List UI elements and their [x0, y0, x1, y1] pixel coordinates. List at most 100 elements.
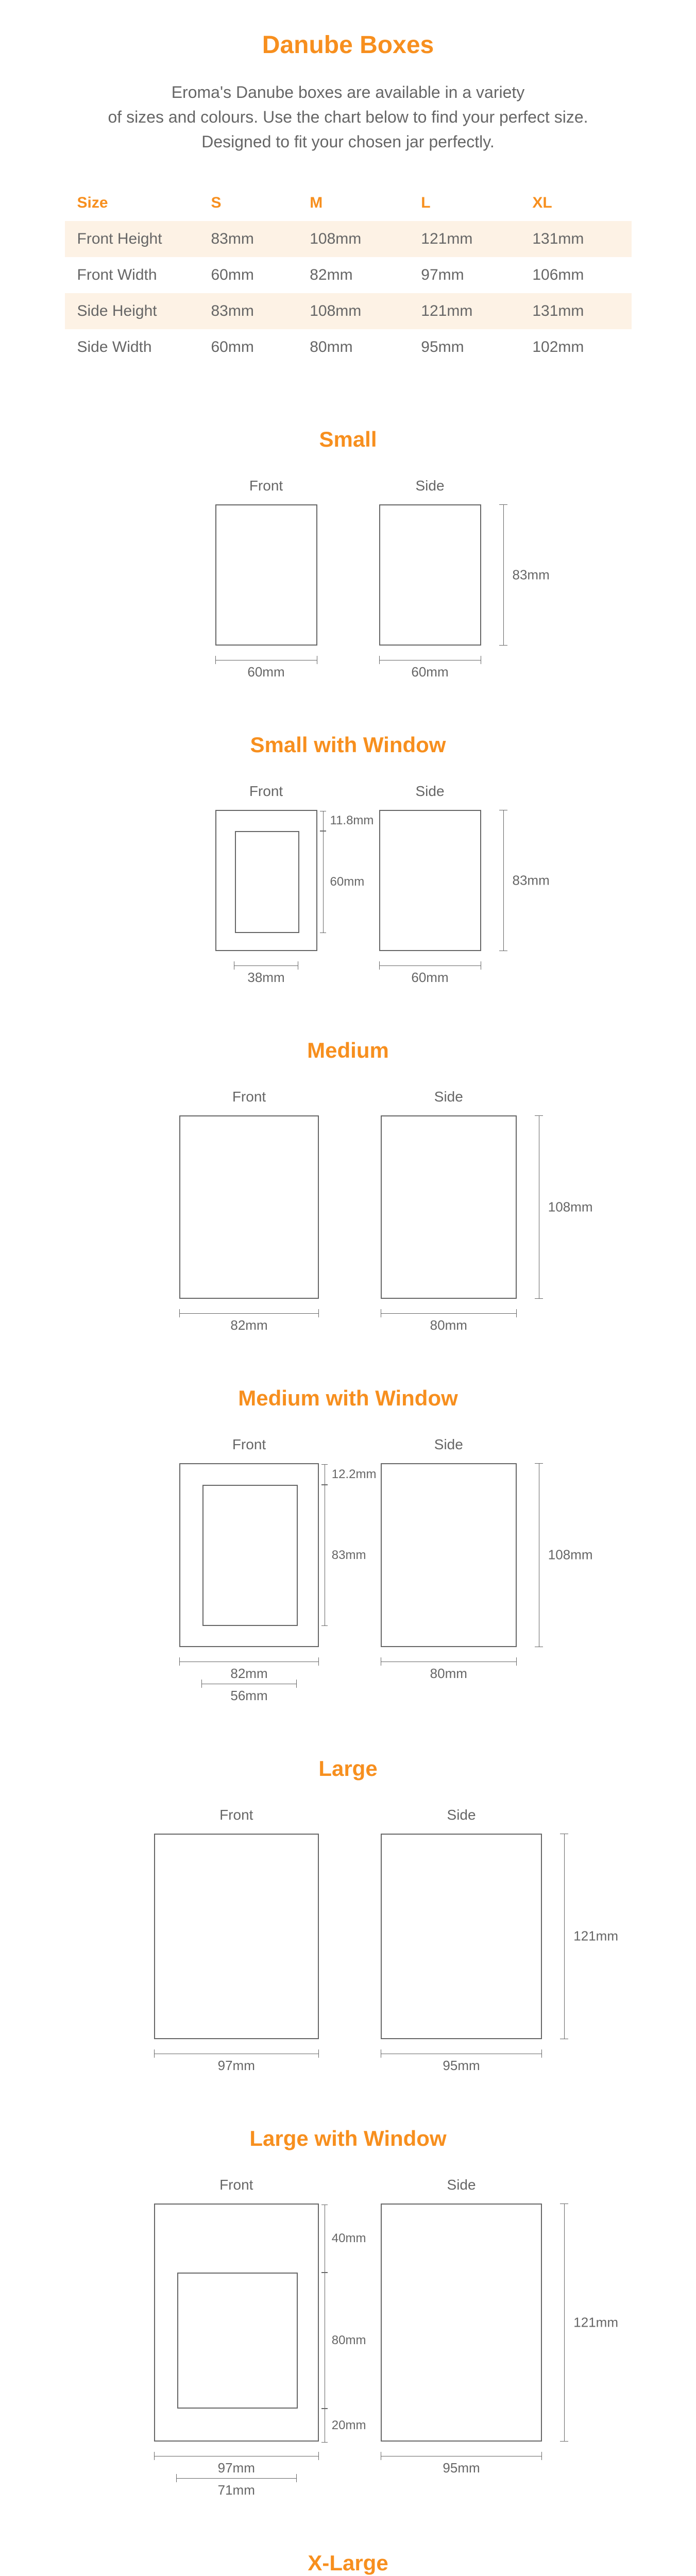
diagram-section: X-LargeFront106mmSide131mm102mm	[0, 2551, 696, 2576]
section-title: Large	[0, 1756, 696, 1781]
section-title: Small	[0, 427, 696, 452]
intro-line: Eroma's Danube boxes are available in a …	[172, 83, 525, 101]
column-label: Side	[434, 1436, 463, 1453]
diagram-section: LargeFront97mmSide121mm95mm	[0, 1756, 696, 2054]
dimension-label: 83mm	[513, 567, 550, 583]
dimension-stack: 97mm	[154, 2039, 319, 2054]
dimension-label: 40mm	[332, 2231, 366, 2246]
cell: 106mm	[520, 257, 631, 293]
box-wrap	[179, 1115, 319, 1299]
column-label: Front	[249, 478, 283, 494]
dimension-horizontal: 80mm	[381, 1313, 517, 1314]
shapes-row: Front12.2mm83mm82mm56mmSide108mm80mm	[0, 1436, 696, 1684]
shape-column: Side121mm95mm	[381, 2177, 542, 2479]
column-label: Side	[447, 2177, 476, 2193]
dimension-label: 56mm	[230, 1688, 267, 1704]
dimension-label: 60mm	[247, 664, 284, 680]
column-label: Side	[415, 478, 444, 494]
box-outline: 40mm80mm20mm	[154, 2204, 319, 2442]
dimension-vertical: 121mm	[564, 2204, 565, 2442]
shapes-row: Front82mmSide108mm80mm	[0, 1089, 696, 1314]
dimension-horizontal: 82mm	[179, 1313, 319, 1314]
box-wrap: 108mm	[381, 1463, 517, 1647]
dimension-stack: 82mm	[179, 1299, 319, 1314]
table-header: XL	[520, 185, 631, 221]
dimension-stack: 38mm	[234, 951, 298, 966]
box-wrap: 108mm	[381, 1115, 517, 1299]
table-header: L	[409, 185, 520, 221]
dimension-vertical: 83mm	[503, 504, 504, 646]
dimension-stack: 80mm	[381, 1299, 517, 1314]
dimension-stack: 60mm	[379, 646, 481, 660]
column-label: Front	[232, 1089, 266, 1105]
table-row: Front Width60mm82mm97mm106mm	[65, 257, 632, 293]
table-row: Side Width60mm80mm95mm102mm	[65, 329, 632, 365]
dimension-label: 121mm	[573, 2314, 618, 2330]
dimension-label: 108mm	[548, 1199, 593, 1215]
cell: 82mm	[297, 257, 409, 293]
dimension-label: 83mm	[513, 872, 550, 888]
dimension-label: 82mm	[230, 1666, 267, 1682]
cell: 60mm	[199, 329, 298, 365]
cell: 102mm	[520, 329, 631, 365]
dimension-stack: 82mm56mm	[179, 1647, 319, 1684]
intro-line: of sizes and colours. Use the chart belo…	[108, 108, 588, 126]
box-outline	[154, 1834, 319, 2039]
section-title: Medium with Window	[0, 1386, 696, 1411]
cell: 121mm	[409, 221, 520, 257]
page-title: Danube Boxes	[0, 31, 696, 59]
cell: 97mm	[409, 257, 520, 293]
dimension-label: 80mm	[430, 1317, 467, 1333]
shape-column: Front60mm	[215, 478, 317, 660]
box-wrap: 40mm80mm20mm	[154, 2204, 319, 2442]
cell: 80mm	[297, 329, 409, 365]
dimension-label: 20mm	[332, 2418, 366, 2433]
dimension-label: 71mm	[218, 2482, 255, 2498]
dimension-label: 80mm	[332, 2333, 366, 2348]
window-outline	[177, 2273, 298, 2409]
diagram-section: Small with WindowFront11.8mm60mm38mmSide…	[0, 733, 696, 966]
row-label: Side Width	[65, 329, 199, 365]
dimension-label: 80mm	[430, 1666, 467, 1682]
box-wrap: 12.2mm83mm	[179, 1463, 319, 1647]
dimension-label: 12.2mm	[332, 1467, 377, 1482]
section-title: X-Large	[0, 2551, 696, 2575]
shape-column: Front11.8mm60mm38mm	[215, 783, 317, 966]
column-label: Front	[219, 1807, 253, 1823]
shape-column: Side108mm80mm	[381, 1089, 517, 1314]
table-header: S	[199, 185, 298, 221]
box-wrap: 121mm	[381, 2204, 542, 2442]
dimension-label: 97mm	[218, 2460, 255, 2476]
page: Danube Boxes Eroma's Danube boxes are av…	[0, 31, 696, 2576]
box-outline	[379, 504, 481, 646]
dimension-label: 60mm	[330, 875, 365, 889]
dimension-horizontal: 38mm	[234, 965, 298, 966]
dimension-label: 60mm	[411, 664, 448, 680]
column-label: Front	[249, 783, 283, 800]
box-outline	[381, 1463, 517, 1647]
box-wrap: 121mm	[381, 1834, 542, 2039]
section-title: Medium	[0, 1038, 696, 1063]
cell: 95mm	[409, 329, 520, 365]
cell: 108mm	[297, 221, 409, 257]
cell: 121mm	[409, 293, 520, 329]
inner-dimensions: 11.8mm60mm	[323, 811, 324, 952]
box-wrap: 83mm	[379, 810, 481, 951]
diagram-section: Large with WindowFront40mm80mm20mm97mm71…	[0, 2126, 696, 2479]
column-label: Front	[232, 1436, 266, 1453]
cell: 83mm	[199, 293, 298, 329]
dimension-label: 121mm	[573, 1928, 618, 1944]
box-outline	[381, 1834, 542, 2039]
dimension-segment: 11.8mm	[323, 811, 324, 831]
shape-column: Front40mm80mm20mm97mm71mm	[154, 2177, 319, 2479]
dimension-stack: 97mm71mm	[154, 2442, 319, 2479]
shape-column: Side83mm60mm	[379, 783, 481, 966]
cell: 131mm	[520, 293, 631, 329]
box-outline	[215, 504, 317, 646]
box-outline	[379, 810, 481, 951]
cell: 83mm	[199, 221, 298, 257]
dimension-stack: 80mm	[381, 1647, 517, 1662]
dimension-label: 11.8mm	[330, 814, 374, 828]
shape-column: Side83mm60mm	[379, 478, 481, 660]
window-outline	[202, 1485, 298, 1626]
